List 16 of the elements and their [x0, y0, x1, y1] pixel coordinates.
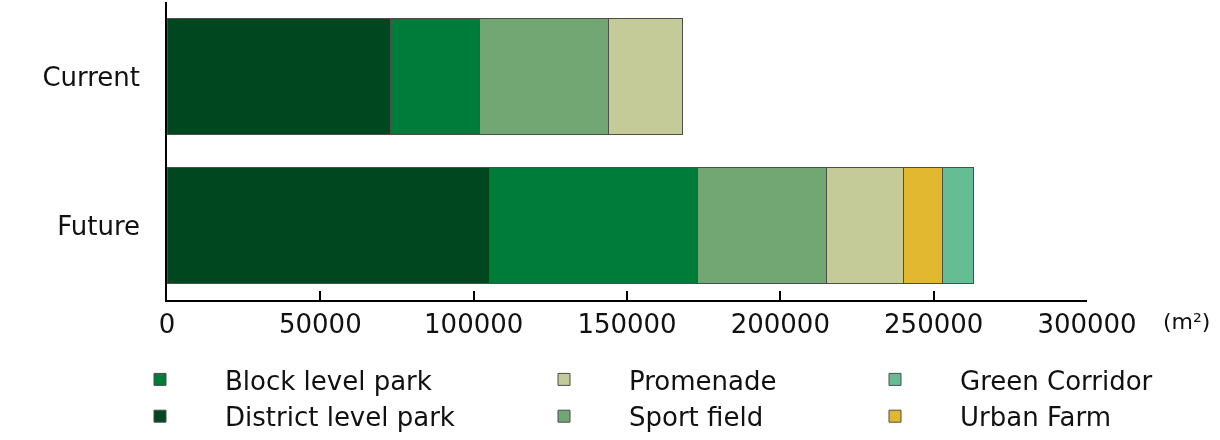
legend-label: Urban Farm — [960, 402, 1111, 433]
legend-label: Promenade — [629, 365, 777, 396]
x-tick-label: 0 — [158, 308, 176, 339]
x-tick-label: 250000 — [884, 308, 984, 339]
y-tick-label: Future — [57, 210, 141, 241]
x-tick-label: 150000 — [577, 308, 677, 339]
x-tick-label: 50000 — [278, 308, 362, 339]
x-tick-label: 300000 — [1037, 308, 1137, 339]
legend-label: Green Corridor — [960, 365, 1153, 396]
legend-label: District level park — [225, 402, 455, 433]
legend-label: Sport field — [629, 402, 764, 433]
x-tick-label: 200000 — [730, 308, 830, 339]
x-tick-label: 100000 — [424, 308, 524, 339]
y-tick-label: Current — [42, 61, 141, 92]
legend-label: Block level park — [225, 365, 432, 396]
x-axis-title: (m²) — [1163, 309, 1211, 334]
